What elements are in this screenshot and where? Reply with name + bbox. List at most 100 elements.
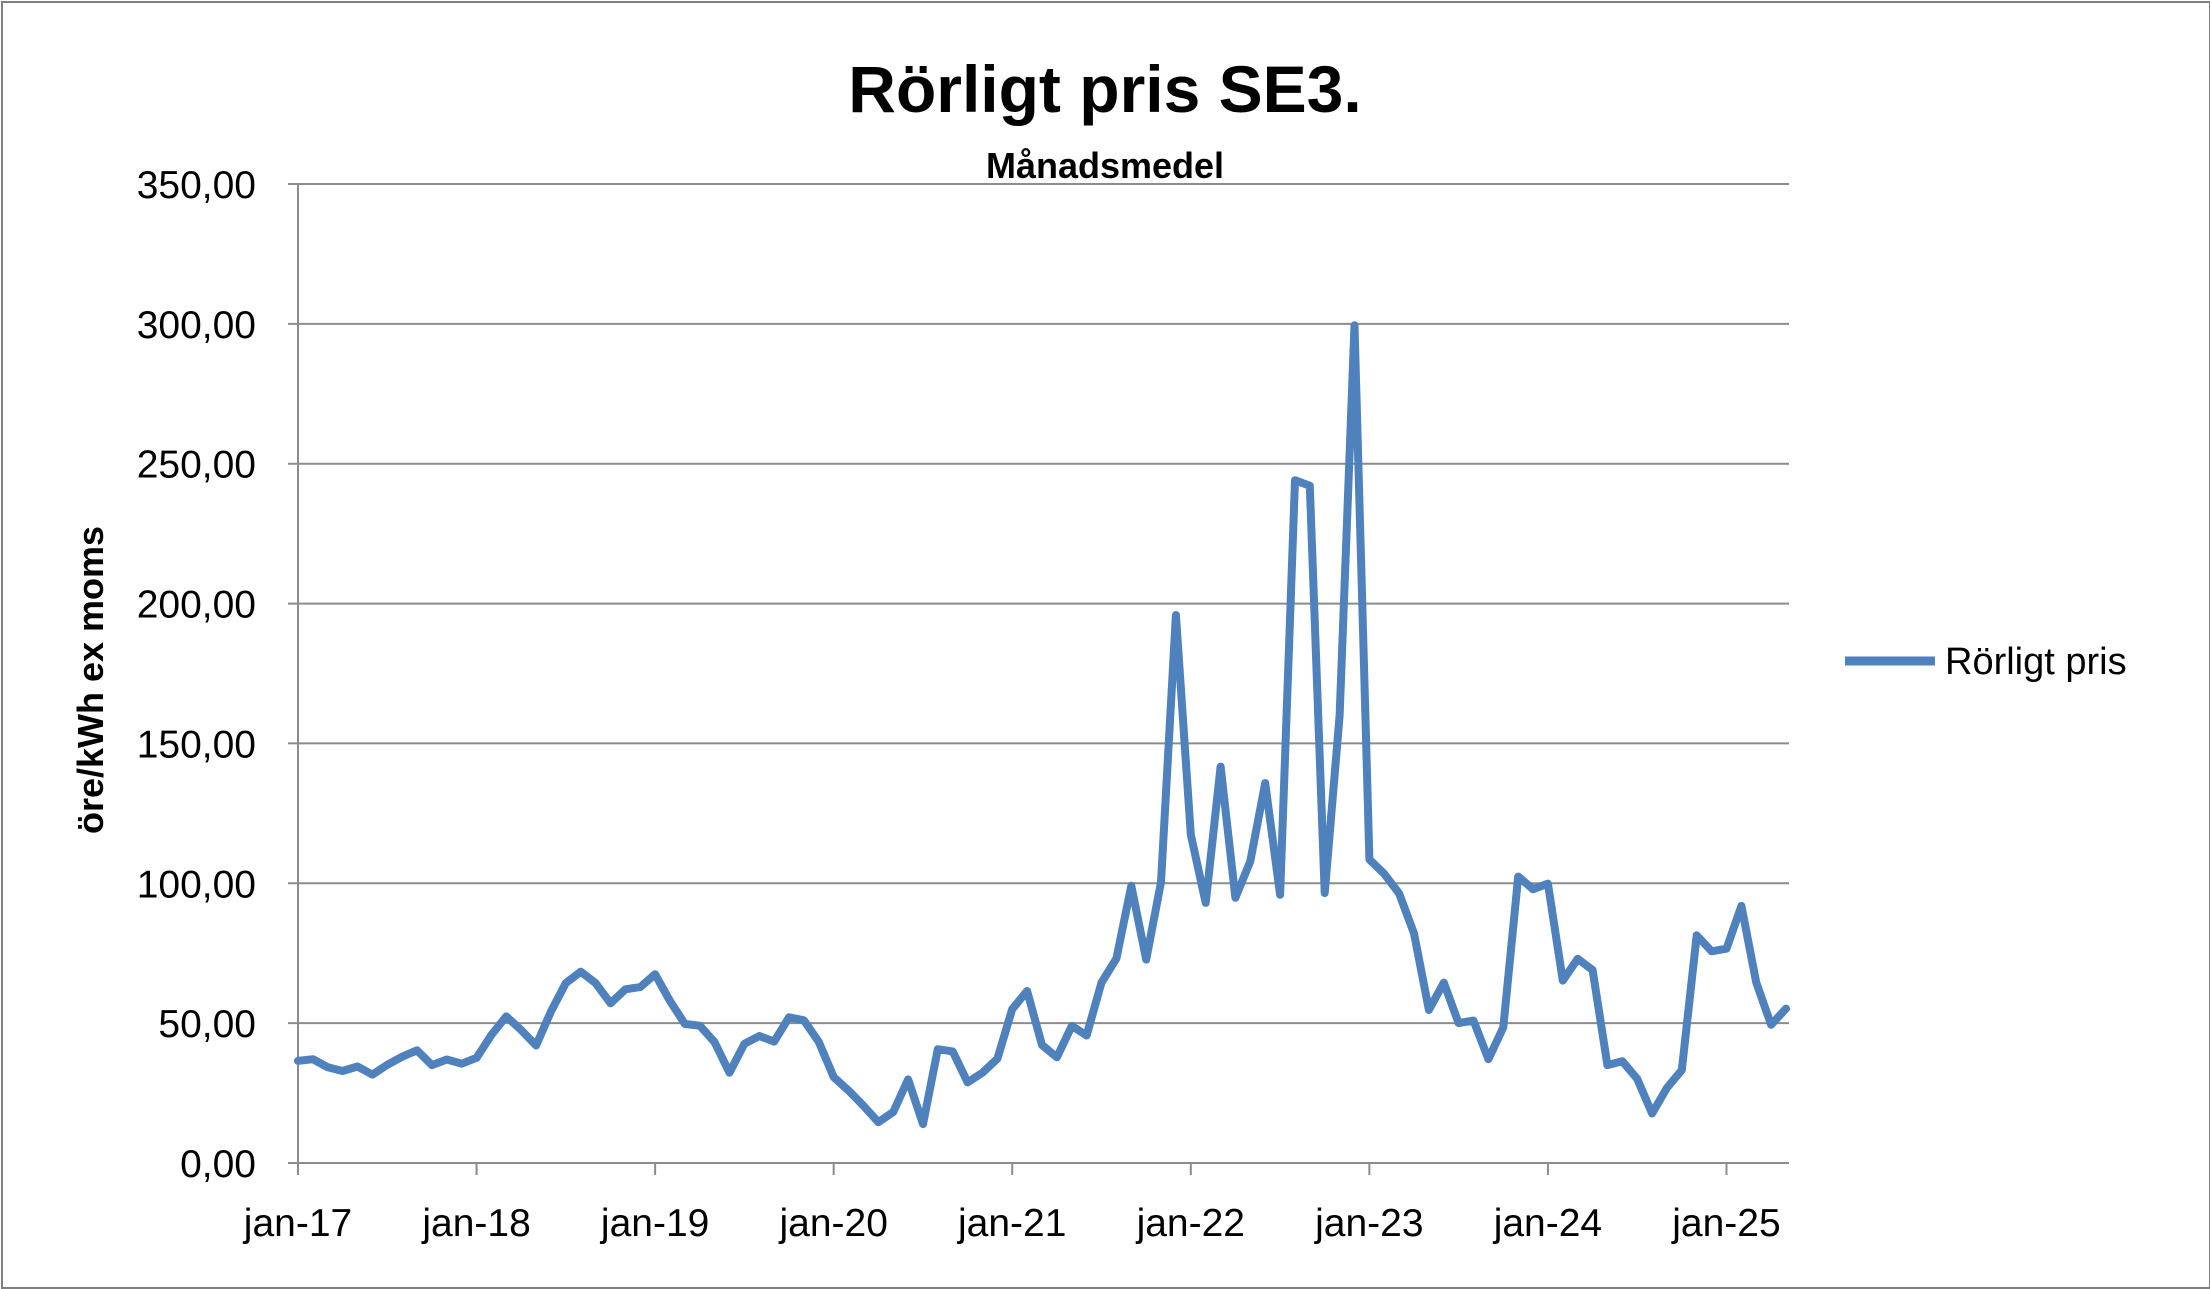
series-group	[294, 321, 1790, 1129]
data-point	[1294, 479, 1296, 481]
data-point	[1666, 1087, 1668, 1089]
data-point	[639, 986, 641, 988]
chart-title: Rörligt pris SE3.	[848, 52, 1361, 126]
data-point	[386, 1064, 388, 1066]
data-point	[446, 1059, 448, 1060]
x-tick-label: jan-24	[1493, 1202, 1602, 1245]
data-point	[937, 1048, 939, 1050]
data-point	[996, 1058, 998, 1060]
data-point	[1428, 1009, 1430, 1011]
data-point	[1056, 1056, 1058, 1058]
data-point	[535, 1045, 537, 1046]
data-point	[312, 1058, 314, 1060]
data-point	[505, 1015, 507, 1017]
data-point	[803, 1019, 805, 1021]
legend: Rörligt pris	[1845, 641, 2127, 683]
data-point	[1726, 948, 1727, 950]
data-point	[1577, 958, 1579, 960]
data-point	[1696, 934, 1698, 936]
y-tick-labels: 0,00 50,00 100,00 150,00 200,00 250,00 300,00 3…	[137, 164, 256, 1186]
data-point	[1071, 1025, 1073, 1027]
y-tick-label: 50,00	[158, 1003, 256, 1046]
data-point	[1309, 485, 1311, 487]
chart-subtitle: Månadsmedel	[986, 145, 1224, 186]
data-point	[1086, 1035, 1088, 1036]
data-point	[1487, 1058, 1489, 1060]
data-point	[818, 1041, 820, 1043]
data-point	[862, 1105, 864, 1107]
data-point	[743, 1043, 745, 1045]
data-point	[1011, 1008, 1013, 1010]
y-tick-label: 300,00	[137, 304, 256, 347]
data-point	[1130, 885, 1132, 887]
y-tick-label: 150,00	[137, 723, 256, 766]
data-point	[461, 1063, 463, 1065]
data-point	[669, 1000, 671, 1002]
data-point	[1383, 873, 1385, 875]
data-point	[1249, 860, 1251, 862]
data-point	[1368, 859, 1370, 860]
data-point	[1562, 980, 1564, 982]
data-point	[1026, 990, 1028, 992]
data-point	[476, 1057, 478, 1059]
data-point	[1220, 766, 1222, 768]
data-point	[922, 1123, 924, 1125]
data-point	[1160, 881, 1162, 883]
data-point	[1413, 932, 1415, 934]
data-point	[1264, 782, 1266, 784]
series-line-rorligt-pris	[294, 321, 1790, 1129]
data-point	[610, 1002, 611, 1004]
data-point	[1755, 981, 1757, 983]
x-tick-label: jan-17	[243, 1202, 352, 1245]
data-point	[877, 1121, 879, 1123]
data-point	[1443, 982, 1445, 984]
data-point	[1354, 324, 1355, 326]
data-point	[1502, 1026, 1504, 1028]
data-point	[1234, 897, 1236, 899]
data-point	[1145, 959, 1147, 961]
data-point	[1547, 883, 1549, 885]
x-tick-label: jan-20	[778, 1202, 887, 1245]
data-point	[1740, 905, 1742, 907]
data-point	[1473, 1020, 1474, 1022]
gridlines	[288, 183, 1789, 1025]
data-point	[1711, 950, 1713, 952]
x-tick-label: jan-18	[421, 1202, 530, 1245]
x-tick-labels: jan-17 jan-18 jan-19 jan-20 jan-21 jan-22 jan-…	[243, 1163, 1781, 1245]
data-point	[1636, 1078, 1638, 1080]
data-point	[788, 1016, 790, 1018]
data-point	[1175, 614, 1177, 616]
data-point	[907, 1078, 909, 1080]
data-point	[520, 1029, 522, 1031]
data-point	[1681, 1069, 1683, 1071]
data-point	[1770, 1024, 1772, 1026]
y-tick-label: 200,00	[137, 584, 256, 627]
data-point	[565, 982, 567, 984]
data-point	[967, 1081, 969, 1083]
y-tick-label: 100,00	[137, 863, 256, 906]
data-point	[714, 1041, 716, 1043]
data-point	[654, 973, 656, 975]
data-point	[1785, 1008, 1787, 1010]
data-point	[416, 1049, 418, 1051]
data-point	[1651, 1113, 1653, 1114]
data-point	[550, 1010, 552, 1012]
x-tick-label: jan-25	[1671, 1202, 1780, 1245]
legend-label: Rörligt pris	[1945, 641, 2127, 683]
data-point	[297, 1060, 299, 1062]
y-axis-label: öre/kWh ex moms	[70, 526, 111, 834]
data-point	[1532, 888, 1534, 890]
data-point	[327, 1066, 329, 1068]
data-point	[773, 1041, 775, 1043]
data-point	[833, 1076, 835, 1078]
data-point	[342, 1070, 344, 1072]
data-point	[1339, 715, 1341, 717]
x-tick-label: jan-22	[1136, 1202, 1245, 1245]
data-point	[1101, 982, 1102, 984]
data-point	[1324, 892, 1326, 894]
data-point	[982, 1072, 983, 1074]
data-point	[848, 1090, 850, 1092]
data-point	[357, 1066, 358, 1067]
data-point	[431, 1064, 433, 1066]
